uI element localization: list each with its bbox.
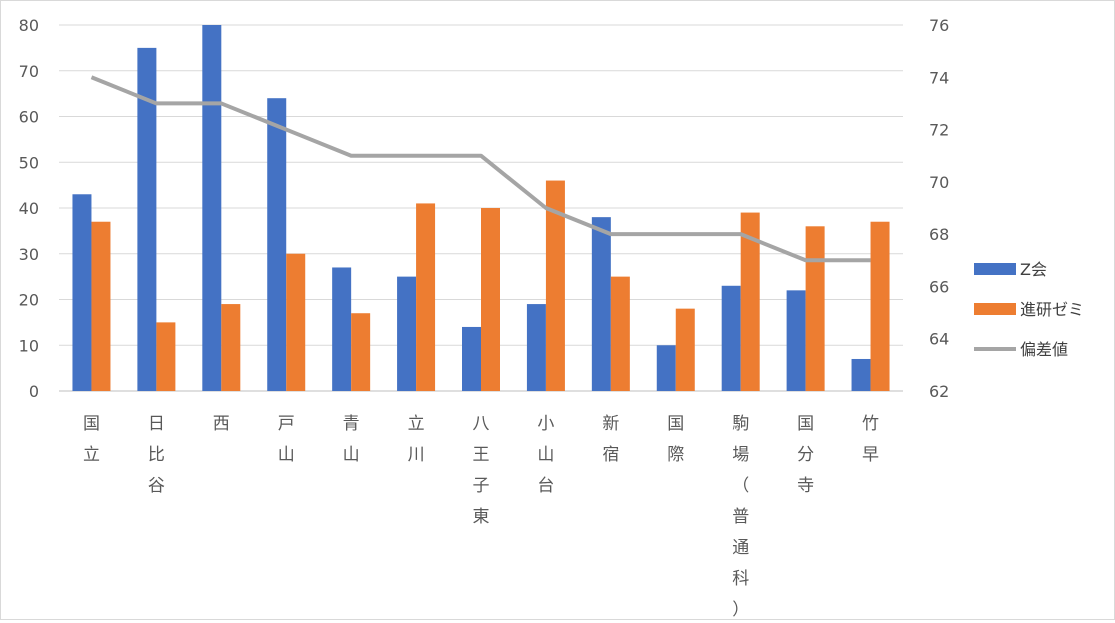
y-left-tick-label: 10 <box>19 336 39 355</box>
x-category-label: 竹早 <box>862 414 879 465</box>
bar-shinken <box>91 221 111 391</box>
legend-label: 偏差値 <box>1020 340 1068 359</box>
bar-shinken <box>610 276 630 391</box>
y-right-tick-label: 72 <box>929 121 949 140</box>
bar-z <box>591 217 611 391</box>
legend-label: Z会 <box>1020 260 1047 279</box>
line-hensachi <box>90 75 871 263</box>
legend-swatch <box>974 303 1016 315</box>
x-category-label: 国立 <box>83 414 100 465</box>
bar-z <box>786 290 806 391</box>
legend-swatch <box>974 263 1016 275</box>
x-category-label: 立川 <box>408 414 425 465</box>
bars <box>72 25 890 391</box>
x-category-label: 国分寺 <box>797 414 814 496</box>
bar-shinken <box>416 203 436 391</box>
bar-z <box>332 267 352 391</box>
bar-z <box>267 98 287 391</box>
y-right-tick-label: 66 <box>929 277 949 296</box>
x-category-label: 西 <box>213 414 230 434</box>
y-left-tick-label: 0 <box>29 382 39 401</box>
y-left-tick-label: 20 <box>19 291 39 310</box>
bar-z <box>526 304 546 391</box>
bar-z <box>721 285 741 391</box>
x-category-label: 日比谷 <box>148 414 165 496</box>
y-right-tick-label: 62 <box>929 382 949 401</box>
legend-label: 進研ゼミ <box>1020 300 1084 319</box>
series-line <box>90 75 871 263</box>
bar-shinken <box>675 308 695 391</box>
y-right-tick-label: 74 <box>929 68 949 87</box>
bar-z <box>851 358 871 391</box>
x-category-label: 小山台 <box>537 414 554 496</box>
y-left-tick-label: 70 <box>19 62 39 81</box>
bar-z <box>656 345 676 391</box>
x-category-label: 駒場（普通科） <box>732 414 749 619</box>
x-category-label: 青山 <box>343 414 360 465</box>
bar-z <box>397 276 417 391</box>
bar-z <box>202 25 222 391</box>
bar-shinken <box>545 180 565 391</box>
y-right-tick-label: 68 <box>929 225 949 244</box>
bar-z <box>462 326 481 391</box>
bar-shinken <box>286 253 306 391</box>
y-axis-right: 62 64 66 68 70 72 74 76 <box>929 16 949 401</box>
y-right-tick-label: 70 <box>929 173 949 192</box>
y-left-tick-label: 40 <box>19 199 39 218</box>
y-left-tick-label: 80 <box>19 16 39 35</box>
bar-shinken <box>740 212 760 391</box>
x-category-label: 国際 <box>667 414 684 465</box>
y-axis-left: 0 10 20 30 40 50 60 70 80 <box>19 16 39 401</box>
bar-shinken <box>156 322 176 391</box>
bar-z <box>72 194 92 391</box>
bar-shinken <box>870 221 890 391</box>
y-left-tick-label: 60 <box>19 108 39 127</box>
x-category-label: 新宿 <box>602 414 619 465</box>
y-left-tick-label: 30 <box>19 245 39 264</box>
y-left-tick-label: 50 <box>19 153 39 172</box>
bar-shinken <box>221 304 241 391</box>
bar-shinken <box>481 208 500 391</box>
y-right-tick-label: 64 <box>929 330 949 349</box>
bar-shinken <box>805 226 825 391</box>
bar-z <box>137 47 157 391</box>
bar-shinken <box>351 313 371 391</box>
x-category-label: 八王子東 <box>473 414 490 527</box>
y-right-tick-label: 76 <box>929 16 949 35</box>
x-category-label: 戸山 <box>278 414 295 465</box>
